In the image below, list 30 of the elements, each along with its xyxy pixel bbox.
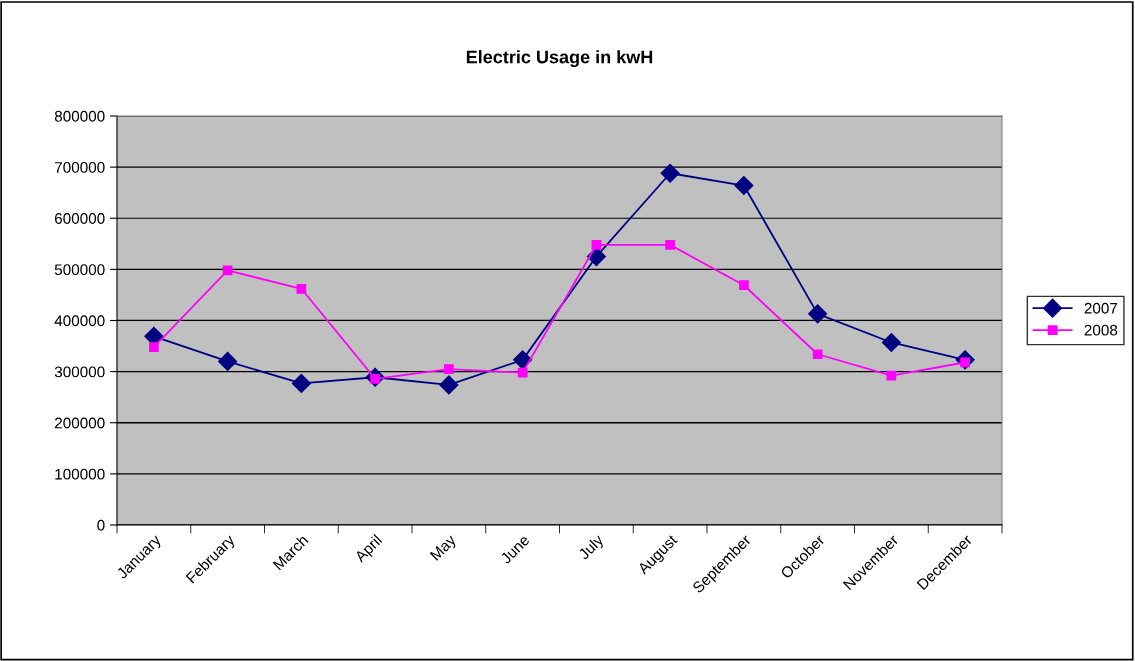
point bbox=[812, 349, 823, 360]
x-tick-label: July bbox=[577, 533, 607, 563]
y-tick-label: 300000 bbox=[54, 366, 105, 378]
point bbox=[296, 283, 307, 294]
point bbox=[881, 332, 901, 353]
point bbox=[734, 175, 754, 196]
y-tick-label: 200000 bbox=[54, 417, 105, 429]
y-tick-label: 400000 bbox=[54, 315, 105, 327]
y-tick-label: 500000 bbox=[54, 264, 105, 276]
chart-title: Electric Usage in kwH bbox=[466, 50, 653, 68]
point bbox=[444, 364, 454, 374]
point bbox=[739, 280, 749, 291]
x-tick-label: May bbox=[429, 533, 459, 563]
point bbox=[808, 304, 828, 324]
point bbox=[886, 370, 897, 381]
point bbox=[660, 163, 680, 183]
point bbox=[665, 239, 675, 250]
point bbox=[291, 373, 311, 393]
point bbox=[591, 239, 602, 250]
y-tick-label: 100000 bbox=[55, 468, 105, 480]
point bbox=[439, 375, 459, 395]
y-tick-label: 800000 bbox=[54, 110, 105, 122]
point bbox=[149, 342, 159, 352]
y-tick-label: 0 bbox=[97, 519, 105, 531]
legend-label: 2008 bbox=[1084, 324, 1118, 336]
point bbox=[517, 367, 528, 378]
legend-label: 2007 bbox=[1084, 302, 1118, 314]
y-tick-label: 600000 bbox=[55, 213, 105, 224]
point bbox=[218, 351, 238, 371]
y-tick-label: 700000 bbox=[55, 161, 105, 173]
